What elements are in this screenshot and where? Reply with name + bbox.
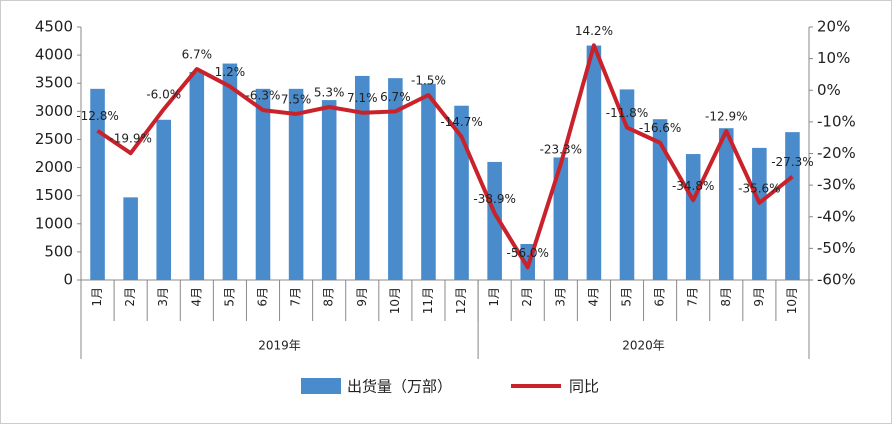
bar	[321, 100, 337, 280]
bar	[222, 63, 238, 280]
data-label: 7.5%	[281, 92, 312, 106]
y-tick-label: 0	[63, 271, 73, 289]
bar	[388, 78, 403, 280]
group-label: 2020年	[622, 339, 665, 353]
y-tick-label: 500	[44, 242, 73, 260]
y2-tick-label: -60%	[817, 271, 856, 289]
y-tick-label: 4000	[35, 46, 73, 64]
data-label: -12.9%	[705, 110, 747, 124]
y2-tick-label: -40%	[817, 207, 856, 225]
x-tick-label: 6月	[653, 287, 667, 307]
bar	[652, 119, 668, 281]
x-tick-label: 9月	[355, 287, 369, 307]
bar	[123, 197, 138, 280]
y2-tick-label: 10%	[817, 49, 850, 67]
x-tick-label: 4月	[189, 287, 203, 307]
data-label: -19.9%	[109, 132, 151, 146]
x-tick-label: 5月	[620, 287, 634, 307]
data-label: -27.3%	[771, 155, 813, 169]
y-tick-label: 3000	[35, 102, 73, 120]
bar	[752, 147, 767, 280]
bar	[156, 119, 172, 281]
y-tick-label: 3500	[35, 74, 73, 92]
data-label: -6.0%	[146, 88, 181, 102]
y2-tick-label: -10%	[817, 112, 856, 130]
bar	[487, 161, 502, 280]
y2-tick-label: -30%	[817, 176, 856, 194]
data-label: 6.7%	[182, 48, 213, 62]
data-label: -1.5%	[411, 73, 446, 87]
group-label: 2019年	[258, 339, 301, 353]
data-label: -35.6%	[738, 181, 780, 195]
x-tick-label: 2月	[520, 287, 534, 307]
x-tick-label: 8月	[322, 287, 336, 307]
x-tick-label: 7月	[289, 287, 303, 307]
data-label: -23.3%	[540, 142, 582, 156]
y-tick-label: 1500	[35, 186, 73, 204]
legend-swatch	[301, 378, 341, 394]
bar	[718, 128, 734, 280]
data-label: 7.1%	[347, 91, 378, 105]
y2-tick-label: -50%	[817, 239, 856, 257]
y2-tick-label: 20%	[817, 18, 850, 36]
y2-tick-label: 0%	[817, 81, 841, 99]
x-tick-label: 3月	[553, 287, 567, 307]
x-tick-label: 3月	[156, 287, 170, 307]
bar	[421, 83, 436, 280]
data-label: -6.3%	[246, 89, 281, 103]
data-label: -38.9%	[473, 192, 515, 206]
y-tick-label: 2500	[35, 130, 73, 148]
bar	[586, 45, 602, 281]
data-label: -14.7%	[440, 115, 482, 129]
bar	[619, 89, 635, 280]
data-label: -11.8%	[606, 106, 648, 120]
x-tick-label: 11月	[421, 287, 435, 314]
data-label: -56.0%	[507, 246, 549, 260]
data-label: -34.8%	[672, 179, 714, 193]
data-label: 6.7%	[380, 90, 411, 104]
data-label: 14.2%	[575, 24, 613, 38]
bar	[685, 154, 701, 280]
y-tick-label: 2000	[35, 158, 73, 176]
bar	[785, 132, 800, 280]
bar	[288, 88, 304, 280]
x-tick-label: 7月	[686, 287, 700, 307]
data-label: -16.6%	[639, 121, 681, 135]
x-tick-label: 2月	[123, 287, 137, 307]
y-tick-label: 1000	[35, 214, 73, 232]
x-tick-label: 4月	[586, 287, 600, 307]
bar	[255, 88, 271, 280]
legend-label: 同比	[569, 378, 599, 396]
x-tick-label: 5月	[222, 287, 236, 307]
x-tick-label: 6月	[256, 287, 270, 307]
data-label: 1.2%	[215, 65, 246, 79]
y2-tick-label: -20%	[817, 144, 856, 162]
bar	[189, 71, 205, 280]
legend-label: 出货量（万部）	[347, 378, 452, 396]
x-tick-label: 10月	[388, 287, 402, 314]
bar	[90, 88, 105, 280]
bar	[553, 157, 569, 280]
x-tick-label: 12月	[454, 287, 468, 314]
x-tick-label: 10月	[785, 287, 799, 314]
line	[96, 43, 794, 270]
bar	[354, 75, 370, 280]
x-tick-label: 1月	[90, 287, 104, 307]
x-tick-label: 8月	[719, 287, 733, 307]
x-tick-label: 1月	[487, 287, 501, 307]
y-tick-label: 4500	[35, 18, 73, 36]
data-label: 5.3%	[314, 86, 345, 100]
x-tick-label: 9月	[752, 287, 766, 307]
data-label: -12.8%	[76, 109, 118, 123]
